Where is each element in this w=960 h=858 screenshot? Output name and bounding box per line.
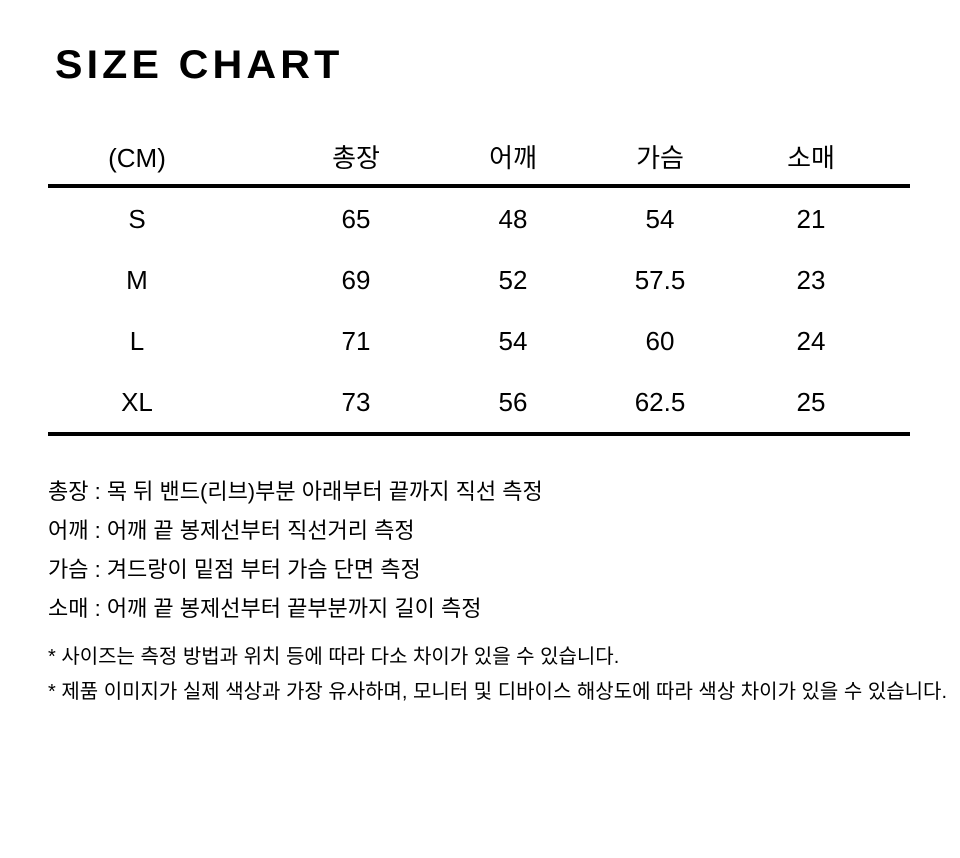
col-header-sleeve: 소매 <box>787 143 835 173</box>
measurement-value: 54 <box>498 325 528 356</box>
measurement-value: 57.5 <box>634 264 686 295</box>
size-label: XL <box>121 386 153 417</box>
footnote-color-difference: * 제품 이미지가 실제 색상과 가장 유사하며, 모니터 및 디바이스 해상도… <box>48 681 948 703</box>
measurement-guide: 총장 : 목 뒤 밴드(리브)부분 아래부터 끝까지 직선 측정 어깨 : 어깨… <box>48 472 543 628</box>
col-header-chest: 가슴 <box>636 143 684 173</box>
table-row-s: S 65 48 54 21 <box>48 188 910 249</box>
measure-note-total-length: 총장 : 목 뒤 밴드(리브)부분 아래부터 끝까지 직선 측정 <box>48 479 543 504</box>
measurement-value: 56 <box>498 386 528 417</box>
table-header-row: (CM) 총장 어깨 가슴 소매 <box>48 132 910 184</box>
size-chart-table: (CM) 총장 어깨 가슴 소매 S 65 48 54 21 M 69 52 5… <box>48 132 910 436</box>
measurement-value: 23 <box>796 264 826 295</box>
measure-note-chest: 가슴 : 겨드랑이 밑점 부터 가슴 단면 측정 <box>48 557 421 582</box>
table-row-m: M 69 52 57.5 23 <box>48 249 910 310</box>
table-row-l: L 71 54 60 24 <box>48 310 910 371</box>
col-header-shoulder: 어깨 <box>489 143 537 173</box>
size-label: L <box>129 325 145 356</box>
page-title: SIZE CHART <box>55 43 344 87</box>
measurement-value: 25 <box>796 386 826 417</box>
size-label: M <box>126 264 148 295</box>
measurement-value: 62.5 <box>634 386 686 417</box>
measure-note-sleeve: 소매 : 어깨 끝 봉제선부터 끝부분까지 길이 측정 <box>48 596 482 621</box>
measurement-value: 65 <box>341 203 371 234</box>
table-bottom-rule <box>48 432 910 436</box>
col-header-total-length: 총장 <box>332 143 380 173</box>
measurement-value: 48 <box>498 203 528 234</box>
table-row-xl: XL 73 56 62.5 25 <box>48 371 910 432</box>
measurement-value: 60 <box>645 325 675 356</box>
measurement-value: 73 <box>341 386 371 417</box>
size-label: S <box>128 203 146 234</box>
measurement-value: 71 <box>341 325 371 356</box>
measurement-value: 24 <box>796 325 826 356</box>
measure-note-shoulder: 어깨 : 어깨 끝 봉제선부터 직선거리 측정 <box>48 518 415 543</box>
table-top-rule <box>48 184 910 188</box>
measurement-value: 54 <box>645 203 675 234</box>
measurement-value: 69 <box>341 264 371 295</box>
footnote-size-tolerance: * 사이즈는 측정 방법과 위치 등에 따라 다소 차이가 있을 수 있습니다. <box>48 646 620 668</box>
measurement-value: 52 <box>498 264 528 295</box>
footnotes: * 사이즈는 측정 방법과 위치 등에 따라 다소 차이가 있을 수 있습니다.… <box>48 640 947 710</box>
col-header-unit: (CM) <box>108 143 166 173</box>
measurement-value: 21 <box>796 203 826 234</box>
